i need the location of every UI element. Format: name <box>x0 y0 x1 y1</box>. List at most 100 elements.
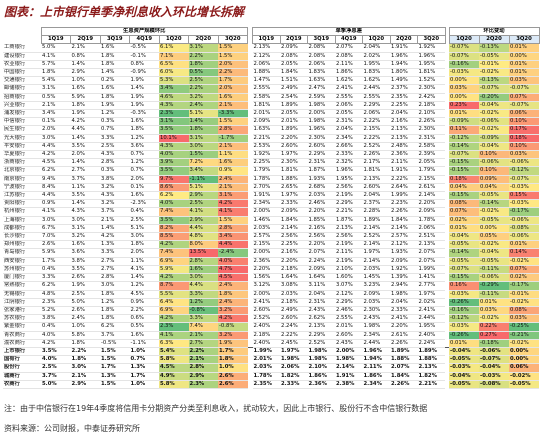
cell-value: 1.84% <box>280 216 308 225</box>
cell-value: 2.13% <box>307 322 335 332</box>
gap <box>445 232 449 241</box>
cell-value: 7.2% <box>188 158 218 168</box>
cell-value: -0.15% <box>449 191 479 201</box>
cell-value: 4.4% <box>188 281 218 291</box>
summary-row: 上市银行 3.5% 2.2% 1.5% 1.0% 5.4% 2.2% 1.7% 1.99% 1.9… <box>3 346 539 357</box>
cell-value: 2.12% <box>390 240 418 250</box>
cell-value: 1.84% <box>390 372 418 381</box>
cell-value: 0.6% <box>129 314 159 324</box>
cell-value: 2.65% <box>280 183 308 193</box>
cell-value: 2.5% <box>129 216 159 225</box>
bank-row: 兴业银行 2.1% 1.8% 1.9% 1.9% 4.3% 2.4% 2.1% 1.81% 1.8… <box>3 101 539 111</box>
cell-value: 1.95% <box>362 60 390 70</box>
gap <box>247 257 253 266</box>
cell-value: 3.0% <box>70 216 100 225</box>
gap <box>445 43 449 53</box>
gap <box>247 125 253 135</box>
cell-value: 2.56% <box>280 232 308 242</box>
gap <box>445 248 449 258</box>
cell-value: 2.55% <box>252 84 280 94</box>
gap <box>445 306 449 315</box>
cell-value: 3.0% <box>41 216 71 225</box>
cell-value: 2.04% <box>390 298 418 307</box>
gap <box>247 306 253 315</box>
cell-value: 2.15% <box>252 240 280 250</box>
bank-row: 苏州银行 0.4% 3.5% 2.7% 4.1% 5.9% 1.6% 4.7% 2.20% 2.1… <box>3 265 539 275</box>
gap <box>247 101 253 110</box>
cell-value: 1.51% <box>280 76 308 86</box>
cell-value: 2.14% <box>280 224 308 234</box>
gap <box>445 84 449 94</box>
cell-value: -0.15% <box>449 158 479 168</box>
cell-value: 2.70% <box>252 183 280 193</box>
cell-value: -0.5% <box>100 339 130 348</box>
cell-value: 1.2% <box>100 109 130 119</box>
cell-value: 1.92% <box>252 150 280 160</box>
cell-value: 1.52% <box>417 76 445 86</box>
gap <box>247 232 253 241</box>
cell-value: 0.01% <box>449 109 479 119</box>
cell-value: 1.5% <box>218 216 248 225</box>
cell-value: 2.08% <box>335 52 363 61</box>
cell-value: 1.7% <box>218 76 248 86</box>
cell-value: 2.24% <box>280 322 308 332</box>
cell-value: 0.10% <box>479 166 509 176</box>
gap <box>445 52 449 61</box>
gap <box>445 346 449 356</box>
column-header: 3Q19 <box>307 35 336 45</box>
cell-value: 2.23% <box>390 199 418 209</box>
cell-value: 2.55% <box>335 314 363 324</box>
gap <box>247 380 253 389</box>
cell-value: 1.8% <box>188 125 218 135</box>
cell-value: 5.9% <box>41 248 71 258</box>
bank-row: 浦发银行 3.4% 1.9% 1.2% -0.3% 2.3% 5.1% -3.3% 2.01% 2… <box>3 109 539 119</box>
cell-value: -0.21% <box>509 331 539 340</box>
cell-value: 2.03% <box>307 191 335 201</box>
column-header: 2Q19 <box>70 35 101 45</box>
cell-value: 1.95% <box>417 322 445 332</box>
cell-value: 1.6% <box>218 158 248 168</box>
cell-value: 2.9% <box>70 380 100 389</box>
cell-value: -0.07% <box>509 101 539 111</box>
cell-value: 2.8% <box>218 125 248 135</box>
gap <box>247 175 253 184</box>
cell-value: 2.38% <box>335 380 363 389</box>
cell-value: 0.4% <box>129 207 159 217</box>
cell-value: 2.56% <box>335 232 363 242</box>
cell-value: 4.4% <box>70 125 100 135</box>
cell-value: 2.15% <box>417 175 445 184</box>
bank-name: 浦发银行 <box>3 109 41 119</box>
gap <box>247 216 253 225</box>
gap <box>247 331 253 340</box>
cell-value: 3.12% <box>252 281 280 291</box>
cell-value: 1.98% <box>390 290 418 299</box>
bank-name: 西安银行 <box>3 257 41 266</box>
cell-value: 1.4% <box>70 60 100 70</box>
gap <box>247 76 253 85</box>
cell-value: 3.1% <box>188 134 218 143</box>
cell-value: 1.6% <box>129 191 159 201</box>
cell-value: 4.2% <box>159 240 189 250</box>
gap <box>445 27 449 44</box>
cell-value: 2.09% <box>362 290 390 299</box>
cell-value: 1.9% <box>100 101 130 111</box>
cell-value: 1.45% <box>362 273 390 283</box>
cell-value: 2.6% <box>41 240 71 250</box>
cell-value: 2.2% <box>188 346 218 357</box>
gap <box>445 134 449 143</box>
gap <box>247 109 253 118</box>
cell-value: 1.8% <box>188 60 218 70</box>
cell-value: 0.03% <box>509 150 539 160</box>
cell-value: 2.60% <box>362 183 390 193</box>
cell-value: 2.52% <box>307 339 335 348</box>
cell-value: -0.06% <box>479 117 509 127</box>
cell-value: 4.1% <box>159 331 189 340</box>
cell-value: 3.1% <box>41 84 71 94</box>
cell-value: 2.6% <box>218 372 248 381</box>
cell-value: -0.04% <box>449 346 479 357</box>
cell-value: 4.1% <box>129 265 159 275</box>
cell-value: 2.16% <box>390 117 418 127</box>
cell-value: 2.00% <box>307 109 335 119</box>
cell-value: -0.04% <box>449 372 479 381</box>
cell-value: 1.81% <box>280 166 308 176</box>
